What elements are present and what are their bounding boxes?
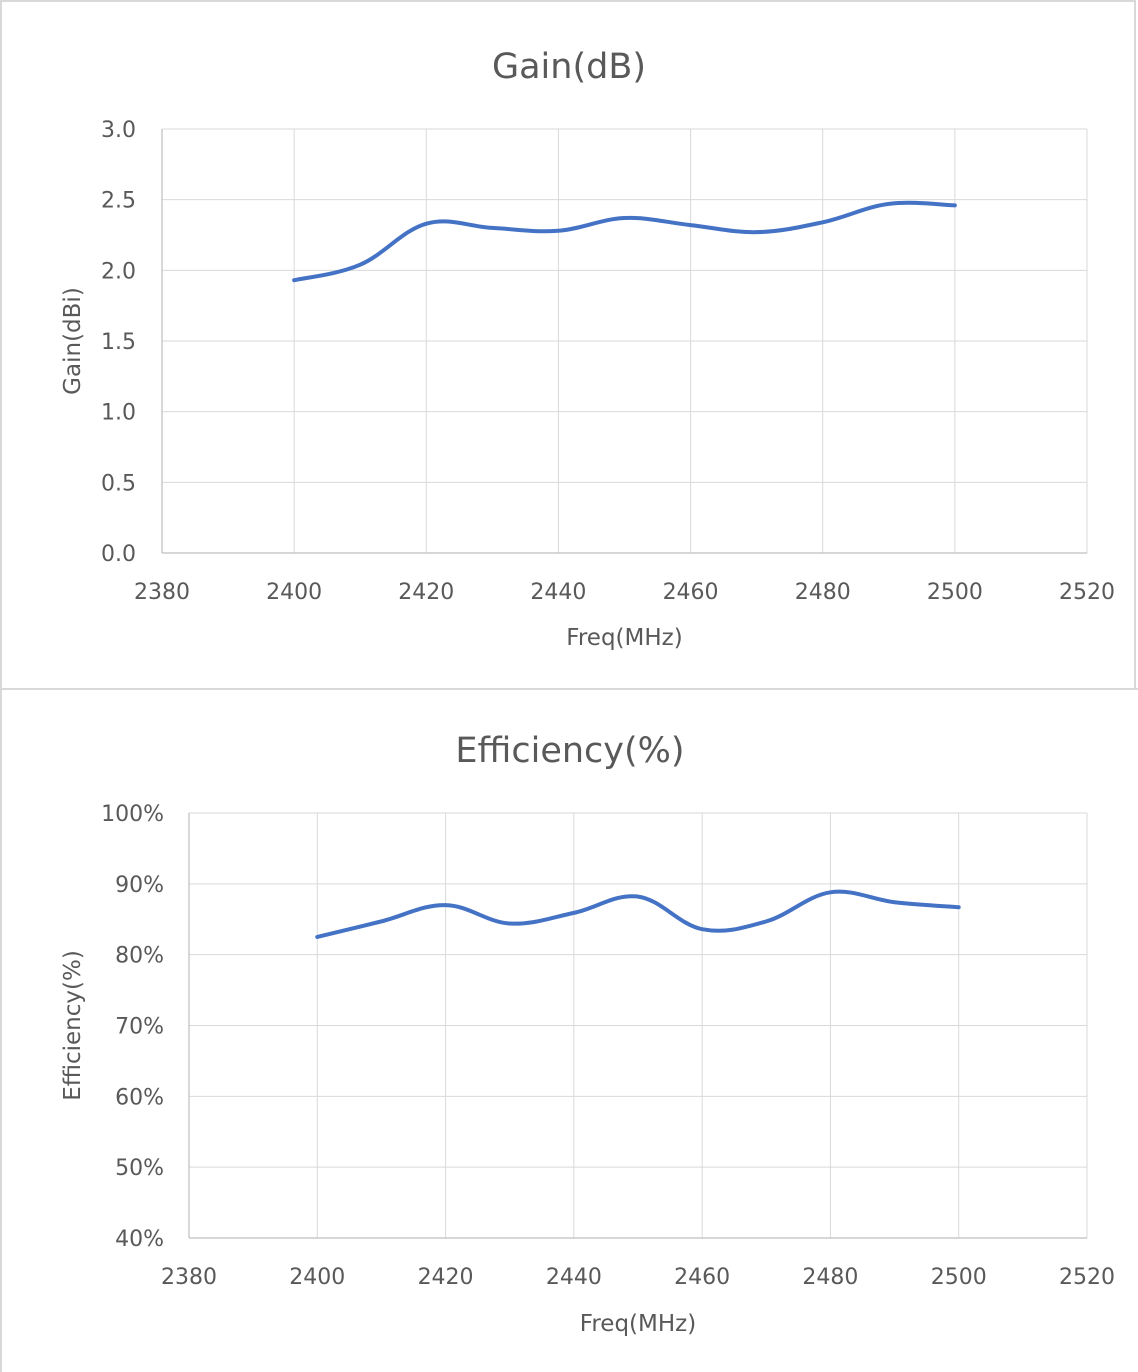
gain-y-tick-label: 2.5 <box>101 189 136 214</box>
efficiency-x-tick-label: 2440 <box>546 1265 602 1290</box>
efficiency-y-tick-label: 90% <box>115 873 164 898</box>
efficiency-data-point <box>315 935 319 939</box>
gain-data-point <box>490 226 494 230</box>
gain-x-tick-label: 2460 <box>663 580 719 605</box>
gain-data-point <box>292 278 296 282</box>
efficiency-x-tick-label: 2400 <box>289 1265 345 1290</box>
efficiency-data-point <box>764 919 768 923</box>
gain-data-point <box>689 223 693 227</box>
efficiency-chart-title: Efficiency(%) <box>455 731 684 771</box>
efficiency-data-point <box>893 900 897 904</box>
gain-data-point <box>424 222 428 226</box>
gain-x-tick-label: 2500 <box>927 580 983 605</box>
gain-data-point <box>821 220 825 224</box>
efficiency-x-tick-label: 2500 <box>931 1265 987 1290</box>
efficiency-y-axis-label: Efficiency(%) <box>60 950 86 1101</box>
gain-y-tick-label: 1.0 <box>101 401 136 426</box>
efficiency-y-tick-label: 80% <box>115 944 164 969</box>
gain-x-tick-label: 2420 <box>398 580 454 605</box>
gain-data-point <box>556 229 560 233</box>
efficiency-data-point <box>828 890 832 894</box>
gain-y-tick-label: 2.0 <box>101 259 136 284</box>
efficiency-x-tick-label: 2460 <box>674 1265 730 1290</box>
gain-chart: Gain(dB) 0.0 0.5 1.0 1.5 2.0 2.5 3.0 2380 2400 242… <box>60 47 1115 651</box>
efficiency-y-tick-label: 60% <box>115 1085 164 1110</box>
efficiency-data-point <box>508 922 512 926</box>
efficiency-x-tick-label: 2380 <box>161 1265 217 1290</box>
efficiency-data-point <box>379 919 383 923</box>
gain-series-line <box>292 200 957 283</box>
gain-chart-title: Gain(dB) <box>492 47 646 87</box>
efficiency-y-tick-label: 100% <box>101 802 164 827</box>
efficiency-x-tick-label: 2420 <box>418 1265 474 1290</box>
efficiency-series-line <box>315 889 961 939</box>
efficiency-y-tick-label: 40% <box>115 1227 164 1252</box>
gain-y-axis-label: Gain(dBi) <box>60 287 86 395</box>
efficiency-x-axis-label: Freq(MHz) <box>580 1311 696 1337</box>
gain-chart-panel: Gain(dB) 0.0 0.5 1.0 1.5 2.0 2.5 3.0 2380 2400 242… <box>0 0 1136 690</box>
efficiency-x-tick-label: 2480 <box>802 1265 858 1290</box>
gain-data-point <box>755 230 759 234</box>
gain-data-point <box>623 216 627 220</box>
efficiency-chart-panel: Efficiency(%) 40% 50% 60% 70% 80% 90% 100% 2380 2… <box>0 690 1138 1372</box>
efficiency-data-point <box>572 911 576 915</box>
gain-x-tick-label: 2520 <box>1059 580 1115 605</box>
efficiency-chart: Efficiency(%) 40% 50% 60% 70% 80% 90% 100% 2380 2… <box>60 731 1115 1337</box>
gain-y-tick-label: 3.0 <box>101 118 136 143</box>
gain-x-tick-label: 2480 <box>795 580 851 605</box>
gain-data-point <box>358 263 362 267</box>
gain-x-tick-label: 2440 <box>530 580 586 605</box>
efficiency-data-point <box>700 927 704 931</box>
gain-y-tick-label: 1.5 <box>101 330 136 355</box>
efficiency-data-point <box>957 905 961 909</box>
efficiency-x-tick-label: 2520 <box>1059 1265 1115 1290</box>
efficiency-y-tick-label: 50% <box>115 1156 164 1181</box>
efficiency-data-point <box>444 903 448 907</box>
gain-data-point <box>887 202 891 206</box>
gain-x-tick-label: 2380 <box>134 580 190 605</box>
gain-y-tick-label: 0.5 <box>101 471 136 496</box>
efficiency-data-point <box>636 895 640 899</box>
gain-x-tick-label: 2400 <box>266 580 322 605</box>
gain-x-axis-label: Freq(MHz) <box>566 625 682 651</box>
gain-y-tick-label: 0.0 <box>101 542 136 567</box>
efficiency-y-tick-label: 70% <box>115 1015 164 1040</box>
gain-data-point <box>953 203 957 207</box>
